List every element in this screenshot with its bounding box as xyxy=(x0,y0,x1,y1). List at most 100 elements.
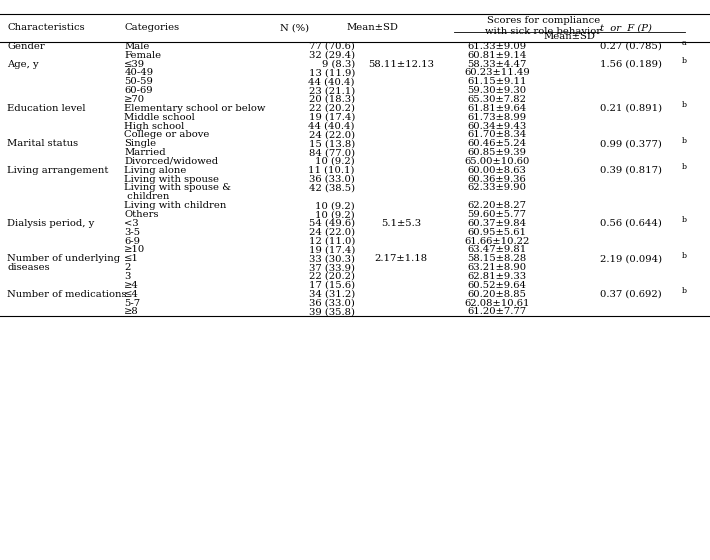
Text: Living with spouse: Living with spouse xyxy=(124,175,219,184)
Text: 0.56 (0.644): 0.56 (0.644) xyxy=(600,219,662,228)
Text: 39 (35.8): 39 (35.8) xyxy=(309,307,355,316)
Text: ≥10: ≥10 xyxy=(124,245,146,254)
Text: 60-69: 60-69 xyxy=(124,86,153,95)
Text: b: b xyxy=(682,216,687,225)
Text: 2.19 (0.094): 2.19 (0.094) xyxy=(600,254,662,263)
Text: 10 (9.2): 10 (9.2) xyxy=(315,201,355,210)
Text: 40-49: 40-49 xyxy=(124,68,153,77)
Text: 34 (31.2): 34 (31.2) xyxy=(309,290,355,298)
Text: College or above: College or above xyxy=(124,130,209,139)
Text: b: b xyxy=(682,251,687,260)
Text: t  or  F (P): t or F (P) xyxy=(600,24,652,32)
Text: 12 (11.0): 12 (11.0) xyxy=(309,236,355,246)
Text: 60.85±9.39: 60.85±9.39 xyxy=(467,148,527,157)
Text: Living alone: Living alone xyxy=(124,166,187,175)
Text: 59.30±9.30: 59.30±9.30 xyxy=(467,86,527,95)
Text: High school: High school xyxy=(124,122,185,130)
Text: 61.33±9.09: 61.33±9.09 xyxy=(467,42,527,51)
Text: 19 (17.4): 19 (17.4) xyxy=(309,113,355,122)
Text: Divorced/widowed: Divorced/widowed xyxy=(124,157,219,166)
Text: 1.56 (0.189): 1.56 (0.189) xyxy=(600,59,662,69)
Text: 84 (77.0): 84 (77.0) xyxy=(309,148,355,157)
Text: ≥4: ≥4 xyxy=(124,281,139,290)
Text: 0.99 (0.377): 0.99 (0.377) xyxy=(600,139,662,148)
Text: 60.81±9.14: 60.81±9.14 xyxy=(467,51,527,60)
Text: 20 (18.3): 20 (18.3) xyxy=(309,95,355,104)
Text: 61.15±9.11: 61.15±9.11 xyxy=(467,77,527,86)
Text: 10 (9.2): 10 (9.2) xyxy=(315,210,355,219)
Text: 24 (22.0): 24 (22.0) xyxy=(309,130,355,139)
Text: 33 (30.3): 33 (30.3) xyxy=(309,254,355,263)
Text: 3: 3 xyxy=(124,272,131,281)
Text: Age, y: Age, y xyxy=(7,59,39,69)
Text: 58.15±8.28: 58.15±8.28 xyxy=(467,254,527,263)
Text: 10 (9.2): 10 (9.2) xyxy=(315,157,355,166)
Text: Characteristics: Characteristics xyxy=(7,24,84,32)
Text: 60.37±9.84: 60.37±9.84 xyxy=(467,219,527,228)
Text: 60.46±5.24: 60.46±5.24 xyxy=(467,139,527,148)
Text: Elementary school or below: Elementary school or below xyxy=(124,104,266,113)
Text: Others: Others xyxy=(124,210,159,219)
Text: Living arrangement: Living arrangement xyxy=(7,166,109,175)
Text: 61.70±8.34: 61.70±8.34 xyxy=(467,130,527,139)
Text: Single: Single xyxy=(124,139,156,148)
Text: 62.20±8.27: 62.20±8.27 xyxy=(467,201,527,210)
Text: children: children xyxy=(124,192,170,202)
Text: 61.66±10.22: 61.66±10.22 xyxy=(464,236,530,246)
Text: 0.21 (0.891): 0.21 (0.891) xyxy=(600,104,662,113)
Text: 11 (10.1): 11 (10.1) xyxy=(309,166,355,175)
Text: 62.81±9.33: 62.81±9.33 xyxy=(467,272,527,281)
Text: a: a xyxy=(682,39,687,48)
Text: 63.21±8.90: 63.21±8.90 xyxy=(467,263,527,272)
Text: b: b xyxy=(682,101,687,109)
Text: b: b xyxy=(682,57,687,65)
Text: Mean±SD: Mean±SD xyxy=(346,24,399,32)
Text: 62.33±9.90: 62.33±9.90 xyxy=(467,184,527,193)
Text: <3: <3 xyxy=(124,219,139,228)
Text: 60.36±9.36: 60.36±9.36 xyxy=(468,175,526,184)
Text: Dialysis period, y: Dialysis period, y xyxy=(7,219,94,228)
Text: Number of medications: Number of medications xyxy=(7,290,126,298)
Text: N (%): N (%) xyxy=(280,24,310,32)
Text: ≤39: ≤39 xyxy=(124,59,146,69)
Text: 0.27 (0.785): 0.27 (0.785) xyxy=(600,42,662,51)
Text: b: b xyxy=(682,137,687,144)
Text: Middle school: Middle school xyxy=(124,113,195,122)
Text: Living with children: Living with children xyxy=(124,201,226,210)
Text: 0.37 (0.692): 0.37 (0.692) xyxy=(600,290,662,298)
Text: 58.11±12.13: 58.11±12.13 xyxy=(368,59,434,69)
Text: diseases: diseases xyxy=(7,263,50,272)
Text: 22 (20.2): 22 (20.2) xyxy=(309,272,355,281)
Text: 61.81±9.64: 61.81±9.64 xyxy=(467,104,527,113)
Text: 60.23±11.49: 60.23±11.49 xyxy=(464,68,530,77)
Text: Living with spouse &: Living with spouse & xyxy=(124,184,231,193)
Text: 60.20±8.85: 60.20±8.85 xyxy=(467,290,527,298)
Text: 62.08±10.61: 62.08±10.61 xyxy=(464,298,530,307)
Text: 60.95±5.61: 60.95±5.61 xyxy=(467,228,527,237)
Text: b: b xyxy=(682,163,687,171)
Text: 63.47±9.81: 63.47±9.81 xyxy=(467,245,527,254)
Text: Education level: Education level xyxy=(7,104,86,113)
Text: Categories: Categories xyxy=(124,24,180,32)
Text: 61.73±8.99: 61.73±8.99 xyxy=(467,113,527,122)
Text: 3-5: 3-5 xyxy=(124,228,141,237)
Text: Married: Married xyxy=(124,148,166,157)
Text: 23 (21.1): 23 (21.1) xyxy=(309,86,355,95)
Text: 36 (33.0): 36 (33.0) xyxy=(309,298,355,307)
Text: ≥70: ≥70 xyxy=(124,95,146,104)
Text: 50-59: 50-59 xyxy=(124,77,153,86)
Text: 24 (22.0): 24 (22.0) xyxy=(309,228,355,237)
Text: 2: 2 xyxy=(124,263,131,272)
Text: 32 (29.4): 32 (29.4) xyxy=(309,51,355,60)
Text: 58.33±4.47: 58.33±4.47 xyxy=(467,59,527,69)
Text: Marital status: Marital status xyxy=(7,139,78,148)
Text: 42 (38.5): 42 (38.5) xyxy=(309,184,355,193)
Text: 5.1±5.3: 5.1±5.3 xyxy=(381,219,421,228)
Text: Gender: Gender xyxy=(7,42,45,51)
Text: 17 (15.6): 17 (15.6) xyxy=(309,281,355,290)
Text: 60.34±9.43: 60.34±9.43 xyxy=(467,122,527,130)
Text: ≥8: ≥8 xyxy=(124,307,139,316)
Text: 54 (49.6): 54 (49.6) xyxy=(309,219,355,228)
Text: ≤1: ≤1 xyxy=(124,254,139,263)
Text: 5-7: 5-7 xyxy=(124,298,141,307)
